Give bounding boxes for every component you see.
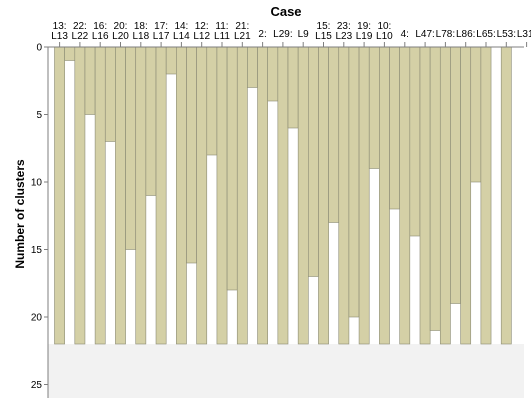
case-label-2-line2: L22 — [72, 31, 89, 42]
merge-bar-19 — [429, 46, 441, 331]
merge-bar-20 — [450, 46, 461, 304]
case-bar-6 — [155, 46, 167, 345]
y-tick-label-15: 15 — [31, 245, 43, 256]
case-bar-1 — [54, 46, 65, 345]
case-bar-23 — [500, 46, 512, 345]
merge-bar-21 — [470, 46, 482, 183]
merge-bar-1 — [64, 46, 76, 61]
case-bar-18 — [399, 46, 411, 345]
case-bar-10 — [236, 46, 248, 345]
merge-bar-3 — [104, 46, 116, 142]
case-label-22: L65: — [476, 29, 495, 40]
case-bar-16 — [358, 46, 370, 345]
merge-bar-9 — [226, 46, 238, 291]
case-label-20: L78: — [436, 29, 455, 40]
case-bar-11 — [257, 46, 268, 345]
case-bar-14 — [318, 46, 329, 345]
case-bar-7 — [176, 46, 187, 345]
merge-bar-17 — [389, 46, 400, 210]
case-label-6-line2: L17 — [153, 31, 170, 42]
y-tick-label-10: 10 — [31, 178, 43, 189]
case-label-13: L9 — [298, 29, 310, 40]
case-bar-3 — [94, 46, 106, 345]
y-axis: 0 5 10 15 20 25 — [31, 43, 524, 398]
case-bar-4 — [115, 46, 126, 345]
case-label-14-line2: L15 — [315, 31, 332, 42]
case-label-5: 18: — [134, 21, 148, 32]
case-label-10: 21: — [235, 21, 249, 32]
case-bar-5 — [135, 46, 147, 345]
case-label-3: 16: — [93, 21, 107, 32]
case-label-3-line2: L16 — [92, 31, 109, 42]
case-label-8-line2: L12 — [193, 31, 210, 42]
case-label-15: 23: — [337, 21, 351, 32]
case-label-7-line2: L14 — [173, 31, 190, 42]
case-bar-21 — [460, 46, 472, 345]
case-label-15-line2: L23 — [335, 31, 352, 42]
case-bar-19 — [419, 46, 431, 345]
merge-bar-16 — [368, 46, 380, 169]
case-label-12: L29: — [273, 29, 292, 40]
case-bar-20 — [439, 46, 451, 345]
case-label-23: L53: — [497, 29, 516, 40]
merge-bar-14 — [328, 46, 340, 223]
case-bar-13 — [297, 46, 309, 345]
merge-bar-6 — [165, 46, 177, 75]
case-label-5-line2: L18 — [132, 31, 149, 42]
case-label-14: 15: — [317, 21, 331, 32]
case-label-17-line2: L10 — [376, 31, 393, 42]
case-label-9: 11: — [215, 21, 228, 32]
merge-bar-18 — [409, 46, 421, 237]
case-label-1-line2: L13 — [51, 31, 68, 42]
case-label-24: L31: — [517, 29, 531, 40]
merge-bar-8 — [206, 46, 218, 156]
case-label-1: 13: — [53, 21, 67, 32]
case-label-4-line2: L20 — [112, 31, 129, 42]
case-bar-15 — [338, 46, 350, 345]
merge-bar-2 — [84, 46, 96, 115]
case-bar-12 — [277, 46, 289, 345]
case-label-4: 20: — [114, 21, 128, 32]
case-bar-22 — [480, 46, 492, 345]
case-label-8: 12: — [195, 21, 209, 32]
y-tick-label-20: 20 — [31, 313, 43, 324]
case-label-18: 4: — [401, 29, 409, 40]
case-label-19: L47: — [415, 29, 434, 40]
case-bar-17 — [379, 46, 390, 345]
x-axis-title: Case — [270, 4, 301, 19]
case-label-6: 17: — [154, 21, 168, 32]
case-label-11: 2: — [258, 29, 266, 40]
case-label-21: L86: — [456, 29, 475, 40]
merge-bar-10 — [247, 46, 258, 88]
case-label-16-line2: L19 — [356, 31, 373, 42]
merge-bar-7 — [186, 46, 197, 264]
case-label-17: 10: — [377, 21, 391, 32]
case-bar-2 — [74, 46, 86, 345]
merge-bar-12 — [287, 46, 299, 129]
case-label-16: 19: — [357, 21, 371, 32]
case-bar-8 — [196, 46, 208, 345]
case-label-7: 14: — [174, 21, 188, 32]
merge-bar-4 — [125, 46, 137, 250]
case-bar-9 — [216, 46, 228, 345]
case-label-9-line2: L11 — [214, 31, 230, 42]
merge-bar-11 — [267, 46, 279, 102]
case-label-10-line2: L21 — [234, 31, 251, 42]
plot-area — [48, 46, 524, 398]
merge-bar-13 — [307, 46, 319, 277]
merge-bar-5 — [145, 46, 157, 196]
case-label-2: 22: — [73, 21, 87, 32]
y-axis-title: Number of clusters — [13, 159, 27, 269]
y-tick-label-0: 0 — [36, 43, 42, 54]
case-labels: 13:L1322:L2216:L1620:L2018:L1817:L1714:L… — [51, 21, 531, 47]
y-tick-label-5: 5 — [36, 110, 42, 121]
merge-bar-15 — [348, 46, 360, 318]
y-tick-label-25: 25 — [31, 380, 43, 391]
